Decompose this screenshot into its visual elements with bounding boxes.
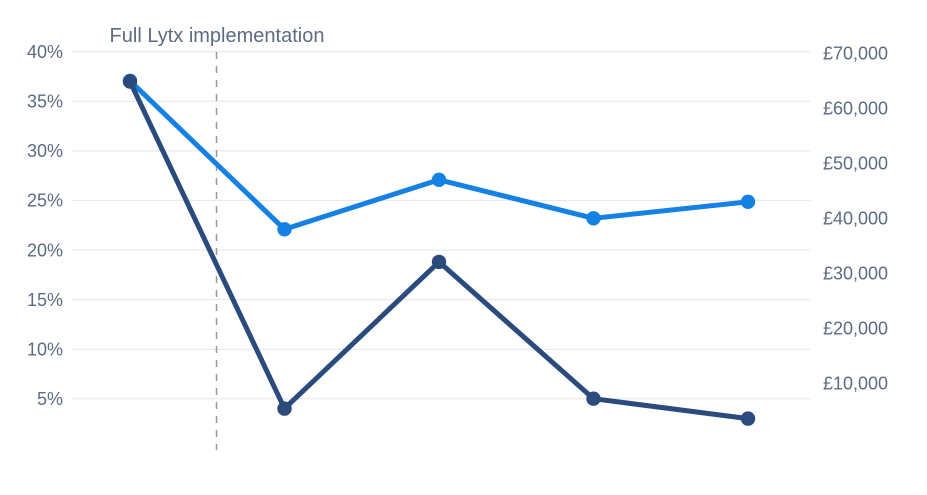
cost-series-light-blue-point — [431, 172, 447, 187]
left-axis-tick: 5% — [37, 389, 63, 409]
left-axis-tick: 35% — [27, 92, 63, 112]
percentage-series-dark-navy-point — [277, 401, 292, 416]
percentage-series-dark-navy-point — [740, 411, 756, 426]
right-axis-tick: £20,000 — [823, 319, 888, 339]
cost-series-light-blue-point — [586, 211, 601, 226]
percentage-series-dark-navy-point — [122, 74, 138, 89]
left-axis-tick: 30% — [27, 141, 63, 161]
cost-series-light-blue-point — [740, 194, 756, 209]
left-axis-tick: 40% — [27, 42, 63, 62]
right-axis-tick-labels: £70,000 £60,000 £50,000 £40,000 £30,000 £20,0… — [823, 44, 888, 394]
annotation-label: Full Lytx implementation — [110, 25, 325, 47]
gridlines — [72, 51, 811, 400]
right-axis-tick: £30,000 — [823, 264, 888, 284]
left-axis-tick: 10% — [27, 340, 63, 360]
left-axis-tick-labels: 40% 35% 30% 25% 20% 15% 10% 5% — [27, 42, 63, 409]
right-axis-tick: £10,000 — [823, 374, 888, 394]
right-axis-tick: £70,000 — [823, 44, 888, 64]
right-axis-tick: £50,000 — [823, 154, 888, 174]
cost-series-light-blue-point — [277, 222, 292, 237]
series-lines — [122, 73, 756, 426]
percentage-series-dark-navy-point — [431, 254, 447, 270]
right-axis-tick: £40,000 — [823, 209, 888, 229]
left-axis-tick: 15% — [27, 290, 63, 310]
left-axis-tick: 25% — [27, 191, 63, 211]
left-axis-tick: 20% — [27, 240, 63, 260]
percentage-series-dark-navy-point — [586, 391, 601, 406]
cost-series-light-blue-line — [127, 78, 751, 232]
right-axis-tick: £60,000 — [823, 99, 888, 119]
